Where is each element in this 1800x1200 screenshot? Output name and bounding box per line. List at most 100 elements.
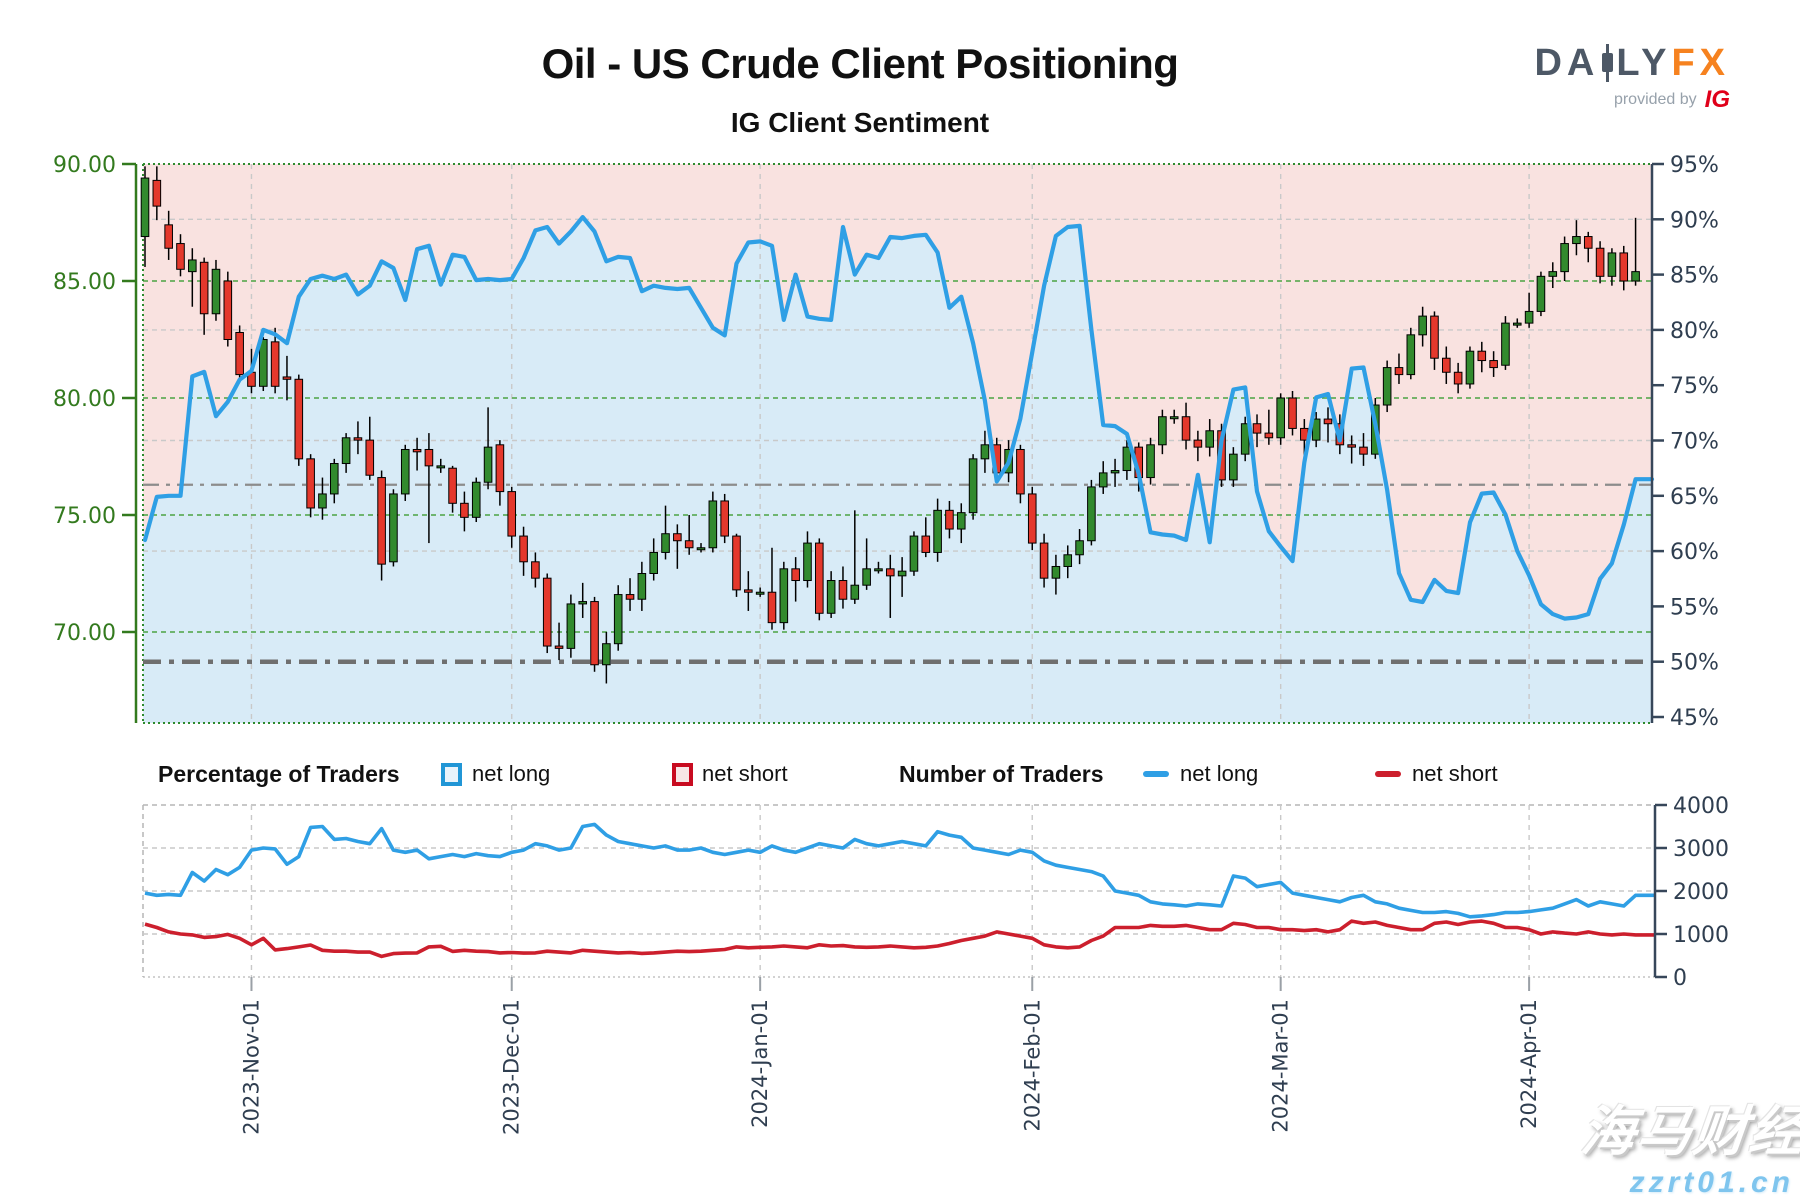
candle-up (1512, 322, 1522, 326)
percent-tick-label: 85% (1670, 264, 1719, 289)
logo-text-ly: LY (1616, 42, 1672, 84)
count-tick-label: 3000 (1673, 837, 1729, 862)
candle-down (720, 500, 729, 537)
price-tick-label: 75.00 (53, 504, 116, 529)
legend-pct-net-long: net long (472, 761, 551, 786)
candle-down (921, 535, 931, 553)
candle-down (270, 341, 280, 387)
price-tick-label: 80.00 (53, 387, 116, 412)
candle-up (1098, 472, 1108, 488)
candle-down (176, 243, 185, 270)
candle-down (791, 568, 800, 582)
candle-down (732, 535, 741, 591)
main-chart: 90.00 85.00 80.00 75.00 70.00 95% 90% 85% 80% 75%… (53, 153, 1719, 731)
candle-up (1548, 271, 1558, 277)
candle-down (1453, 371, 1463, 385)
candle-down (282, 376, 292, 380)
legend-num-net-long: net long (1180, 761, 1259, 786)
candle-down (590, 601, 599, 666)
candle-up (1501, 322, 1510, 366)
count-tick-label: 2000 (1673, 880, 1729, 905)
candle-up (1418, 315, 1427, 336)
date-tick-label: 2024-Mar-01 (1269, 999, 1293, 1133)
candle-down (1193, 439, 1203, 448)
legend-number-of-traders: Number of Traders (899, 760, 1104, 787)
candle-down (294, 378, 304, 460)
candle-down (1252, 423, 1262, 434)
candle-up (140, 177, 150, 238)
candle-up (1087, 486, 1096, 542)
candle-up (1572, 236, 1581, 245)
candle-down (1619, 252, 1629, 282)
count-net-long-line (144, 822, 1655, 919)
percent-tick-label: 95% (1670, 153, 1719, 178)
candle-up (826, 580, 836, 614)
candle-up (708, 500, 718, 549)
percent-tick-label: 90% (1670, 208, 1719, 233)
candle-down (1583, 236, 1593, 249)
candle-up (1406, 334, 1416, 376)
net-short-swatch-icon (672, 748, 693, 800)
candle-down (744, 589, 753, 593)
percent-tick-label: 60% (1670, 540, 1719, 565)
candle-down (1489, 360, 1498, 369)
candle-down (625, 594, 635, 600)
candle-down (1347, 444, 1356, 448)
dailyfx-logo: DA LY FX provided by IG (1534, 44, 1730, 114)
candle-up (1524, 310, 1534, 324)
percent-tick-label: 65% (1670, 485, 1719, 510)
candle-down (152, 179, 162, 207)
legend-pct-net-short: net short (702, 761, 788, 786)
gridlines (142, 163, 1652, 724)
candle-down (495, 444, 505, 493)
candle-down (306, 458, 315, 509)
percent-tick-label: 45% (1670, 706, 1719, 731)
candle-down (1442, 357, 1451, 373)
candle-up (649, 551, 658, 575)
candle-down (945, 509, 954, 530)
candle-up (211, 268, 221, 315)
net-long-swatch-icon (441, 748, 462, 800)
candle-up (909, 535, 919, 572)
dailyfx-wordmark: DA LY FX (1534, 44, 1730, 82)
candle-up (933, 509, 942, 553)
candle-up (803, 542, 812, 582)
percent-axis: 95% 90% 85% 80% 75% 70% 65% 60% 55% 50% 45% (1650, 153, 1719, 731)
candle-down (412, 448, 422, 453)
candle-up (1276, 397, 1285, 439)
candle-down (1264, 432, 1274, 439)
candle-down (767, 591, 777, 624)
candle-down (684, 540, 694, 549)
candle-up (1063, 554, 1073, 567)
candle-up (779, 568, 789, 624)
candle-up (1122, 446, 1132, 472)
page-title: Oil - US Crude Client Positioning (541, 40, 1179, 87)
ig-logo: IG (1704, 86, 1730, 113)
lower-gridlines (142, 804, 1655, 978)
percent-tick-label: 70% (1670, 430, 1719, 455)
candle-down (353, 437, 363, 441)
candle-down (1477, 350, 1487, 362)
candle-down (1430, 315, 1439, 359)
candle-up (1229, 453, 1238, 481)
candle-up (1536, 275, 1546, 312)
net-long-line-icon (1143, 748, 1169, 800)
candle-up (318, 493, 327, 509)
candle-up (259, 339, 268, 387)
candle-down (164, 224, 173, 249)
candlesticks (140, 166, 1640, 684)
candlestick-icon (1601, 44, 1614, 82)
candle-up (980, 444, 990, 460)
candle-up (897, 570, 907, 577)
candle-up (341, 437, 351, 465)
candle-up (1205, 430, 1215, 448)
candle-down (1181, 416, 1191, 441)
legend-num-net-short: net short (1412, 761, 1498, 786)
candle-up (1146, 444, 1155, 479)
candle-up (1465, 350, 1475, 385)
count-tick-label: 0 (1673, 966, 1687, 991)
watermark-site-name: 海马财经 (1578, 1102, 1800, 1162)
price-axis: 90.00 85.00 80.00 75.00 70.00 (53, 153, 138, 723)
date-tick-label: 2024-Apr-01 (1517, 999, 1541, 1129)
candle-up (329, 463, 339, 495)
